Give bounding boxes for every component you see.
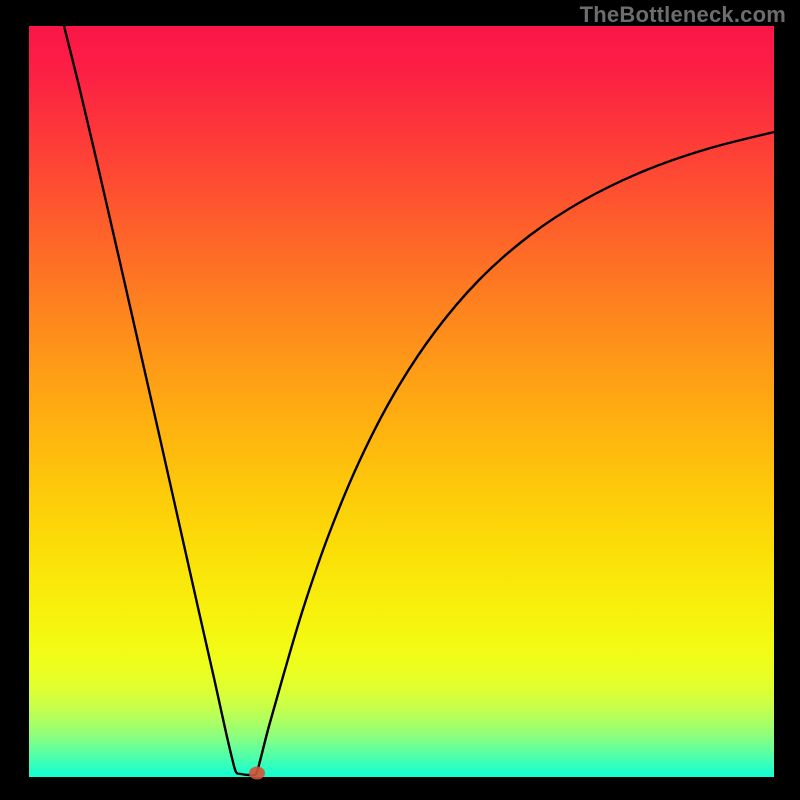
chart-svg <box>0 0 800 800</box>
attribution-label: TheBottleneck.com <box>580 2 786 28</box>
gradient-background <box>29 26 774 777</box>
chart-root: TheBottleneck.com <box>0 0 800 800</box>
optimum-marker <box>249 767 265 780</box>
